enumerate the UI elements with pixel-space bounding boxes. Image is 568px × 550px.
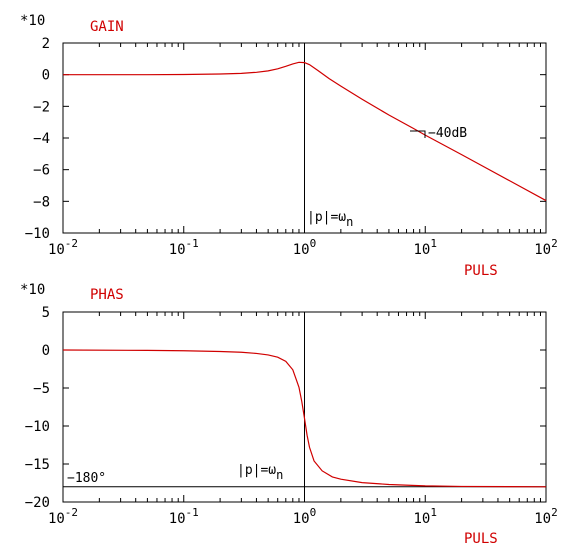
- gain-x-tick-label: 10-1: [169, 237, 199, 258]
- gain-y-tick-label: −4: [33, 131, 50, 147]
- phase-title: PHAS: [90, 287, 124, 303]
- phase-y-tick-label: −5: [33, 381, 50, 397]
- phase-y-tick-label: 5: [42, 305, 50, 321]
- phase-omega-n-annotation: |p|=ωn: [237, 463, 283, 482]
- gain-y-tick-label: −6: [33, 163, 50, 179]
- phase-x-tick-label: 100: [293, 506, 316, 527]
- gain-y-tick-label: 0: [42, 68, 50, 84]
- gain-x-tick-label: 102: [534, 237, 557, 258]
- gain-y-tick-label: −10: [25, 226, 50, 242]
- phase-curve: [62, 349, 547, 488]
- gain-panel: 10-2 10-1 100 101 102 2 0 −2 −4 −6 −8 −10 *10 GAIN PUL…: [20, 13, 558, 279]
- phase-scale-label: *10: [20, 282, 45, 298]
- gain-y-tick-label: 2: [42, 36, 50, 52]
- phase-x-tick-label: 101: [414, 506, 437, 527]
- gain-y-tick-label: −2: [33, 99, 50, 115]
- phase-x-axis-label: PULS: [464, 531, 498, 547]
- phase-y-tick-label: −20: [25, 495, 50, 511]
- gain-y-tick-label: −8: [33, 194, 50, 210]
- phase-y-tick-label: 0: [42, 343, 50, 359]
- phase-y-tick-label: −10: [25, 419, 50, 435]
- gain-x-tick-label: 101: [414, 237, 437, 258]
- gain-x-tick-label: 10-2: [48, 237, 78, 258]
- gain-slope-annotation: −40dB: [428, 126, 467, 141]
- phase-180-annotation: −180°: [67, 471, 106, 486]
- phase-x-tick-label: 102: [534, 506, 557, 527]
- gain-scale-label: *10: [20, 13, 45, 29]
- phase-x-tick-label: 10-2: [48, 506, 78, 527]
- phase-x-tick-label: 10-1: [169, 506, 199, 527]
- gain-x-axis-label: PULS: [464, 263, 498, 279]
- phase-y-tick-label: −15: [25, 457, 50, 473]
- gain-slope-marker: [410, 130, 426, 138]
- gain-title: GAIN: [90, 19, 124, 35]
- phase-panel: 10-2 10-1 100 101 102 5 0 −5 −10 −15 −20 *10 PHAS PUL…: [20, 282, 558, 547]
- gain-x-tick-label: 100: [293, 237, 316, 258]
- gain-omega-n-annotation: |p|=ωn: [307, 210, 353, 229]
